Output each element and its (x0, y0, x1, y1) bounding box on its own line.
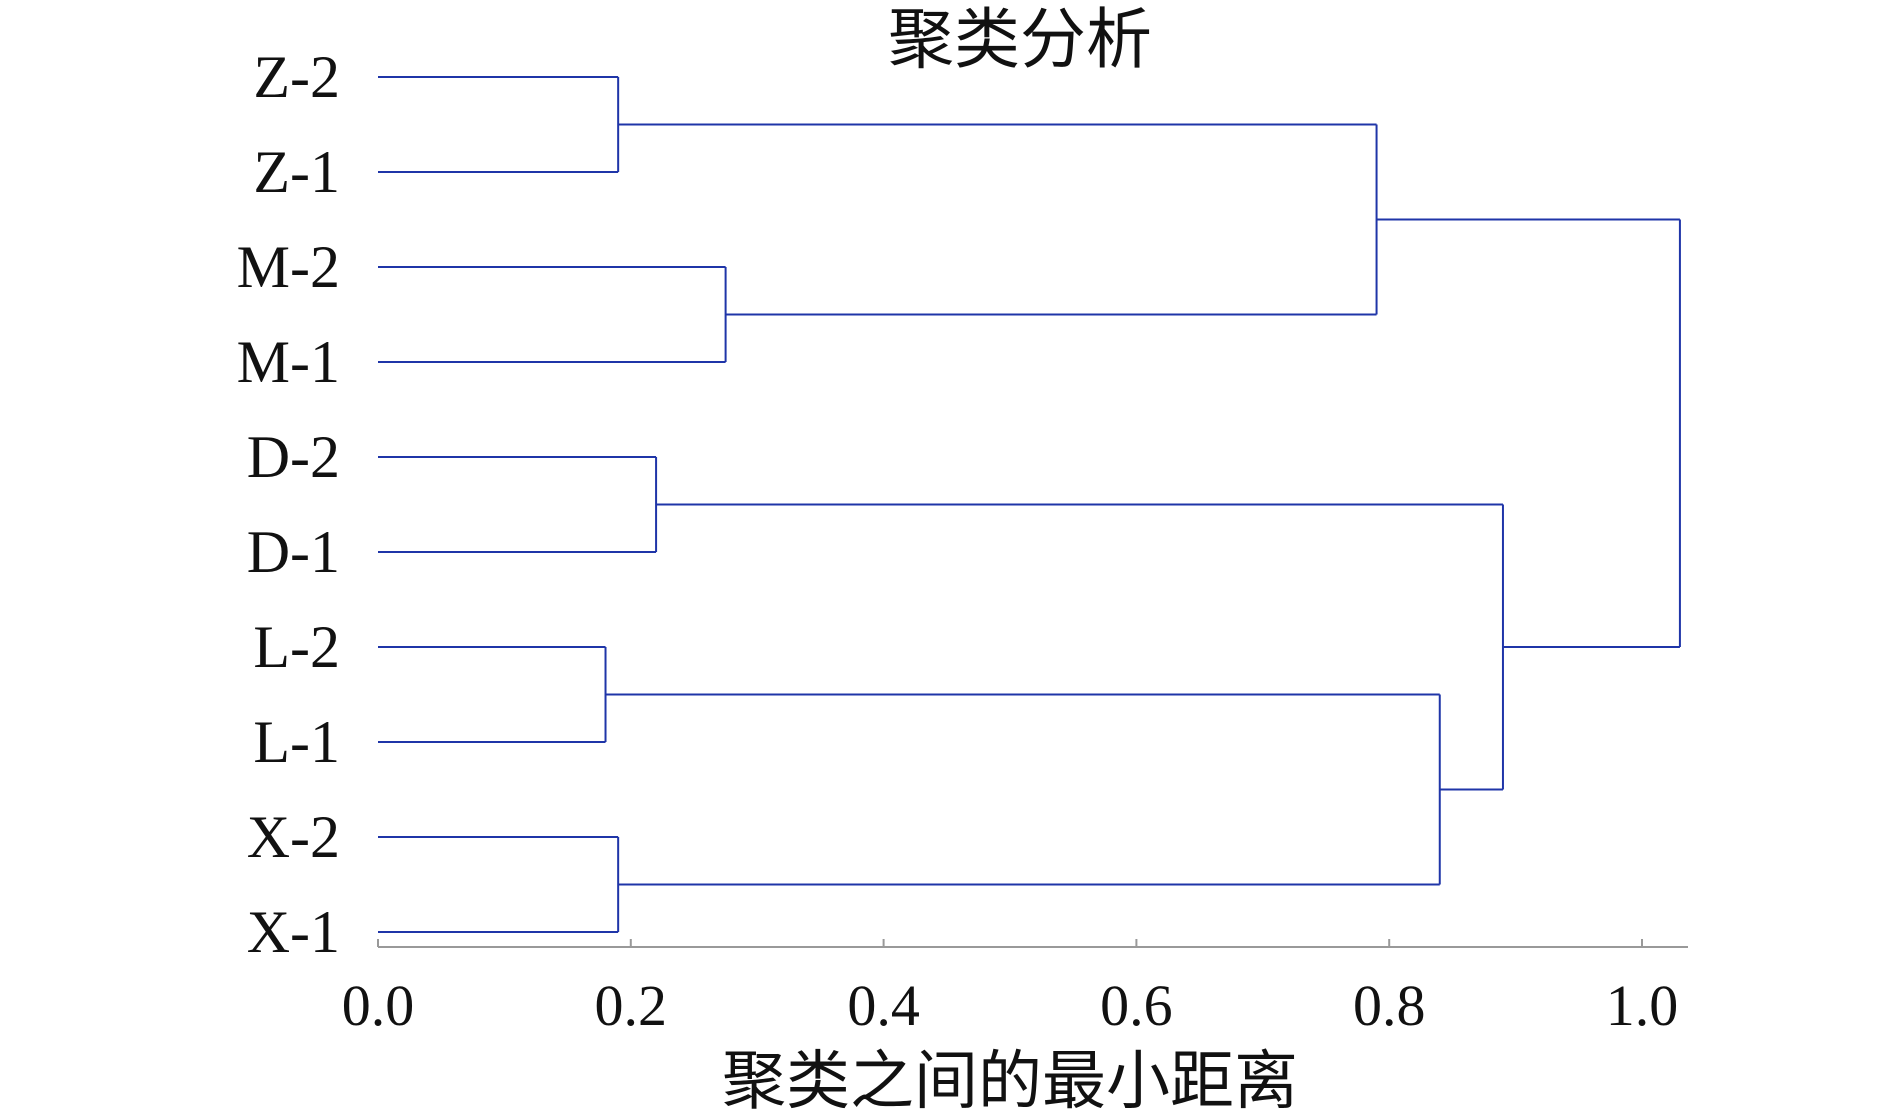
merge-C8 (656, 503, 1504, 791)
x-tick-label: 0.2 (595, 973, 668, 1038)
x-axis-label: 聚类之间的最小距离 (722, 1045, 1298, 1119)
chart-title: 聚类分析 (888, 1, 1152, 78)
x-tick-label: 0.0 (342, 973, 415, 1038)
merge-C5 (378, 836, 620, 933)
dendrogram-branches (378, 76, 1681, 933)
x-tick-label: 0.6 (1100, 973, 1173, 1038)
x-axis: 0.0 0.2 0.4 0.6 0.8 1.0 (342, 939, 1688, 1038)
merge-C4 (378, 646, 607, 743)
leaf-label: D-1 (247, 519, 340, 585)
leaf-label: L-1 (253, 709, 340, 775)
x-tick-label: 0.8 (1353, 973, 1426, 1038)
leaf-label: Z-2 (253, 44, 340, 110)
leaf-label: M-2 (237, 234, 340, 300)
merge-C9 (1376, 218, 1681, 648)
leaf-label: Z-1 (253, 139, 340, 205)
merge-C6 (618, 123, 1378, 316)
merge-C3 (378, 456, 658, 553)
merge-C2 (378, 266, 727, 363)
merge-C1 (378, 76, 620, 173)
leaf-label: D-2 (247, 424, 340, 490)
x-tick-label: 1.0 (1606, 973, 1679, 1038)
merge-C7 (605, 693, 1441, 886)
leaf-label: L-2 (253, 614, 340, 680)
leaf-labels: Z-2 Z-1 M-2 M-1 D-2 D-1 L-2 L-1 X-2 X-1 (237, 44, 340, 965)
leaf-label: M-1 (237, 329, 340, 395)
leaf-label: X-2 (247, 804, 340, 870)
leaf-label: X-1 (247, 899, 340, 965)
x-tick-label: 0.4 (847, 973, 920, 1038)
